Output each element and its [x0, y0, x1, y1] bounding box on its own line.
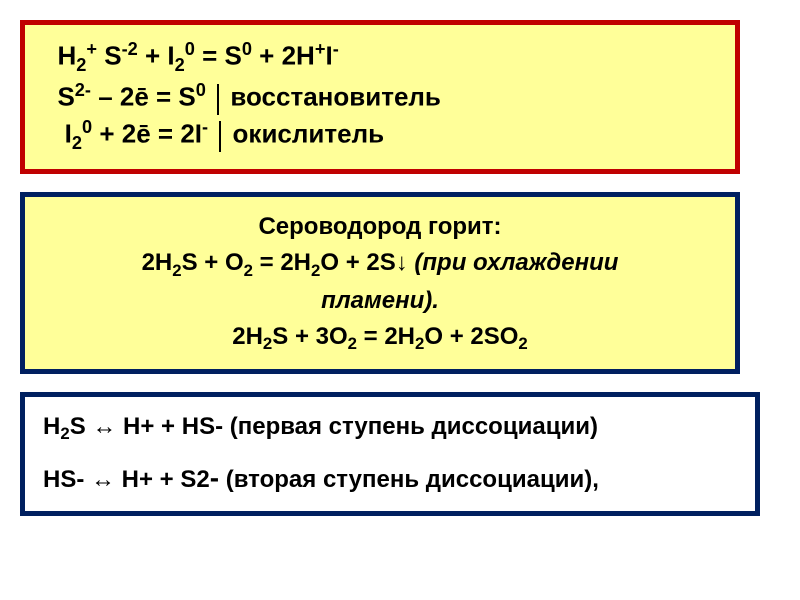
box2-line-4: 2H2S + 3O2 = 2H2O + 2SO2 — [43, 319, 717, 357]
box3-line-2: HS- ↔ H+ + S2- (вторая ступень диссоциац… — [43, 457, 737, 499]
equation-line-1: H2+ S-2 + I20 = S0 + 2H+I- — [43, 37, 717, 78]
equation-box-2: Сероводород горит: 2H2S + O2 = 2H2O + 2S… — [20, 192, 740, 374]
equation-box-1: H2+ S-2 + I20 = S0 + 2H+I- S2- – 2ē = S0… — [20, 20, 740, 174]
box3-line-1: H2S ↔ H+ + HS- (первая ступень диссоциац… — [43, 409, 737, 447]
equation-line-2: S2- – 2ē = S0 восстановитель — [43, 78, 717, 115]
equation-line-3: I20 + 2ē = 2I- окислитель — [43, 115, 717, 156]
box2-title: Сероводород горит: — [43, 209, 717, 245]
equation-box-3: H2S ↔ H+ + HS- (первая ступень диссоциац… — [20, 392, 760, 516]
box2-line-3: пламени). — [43, 283, 717, 319]
box2-line-2: 2H2S + O2 = 2H2O + 2S↓ (при охлаждении — [43, 245, 717, 283]
